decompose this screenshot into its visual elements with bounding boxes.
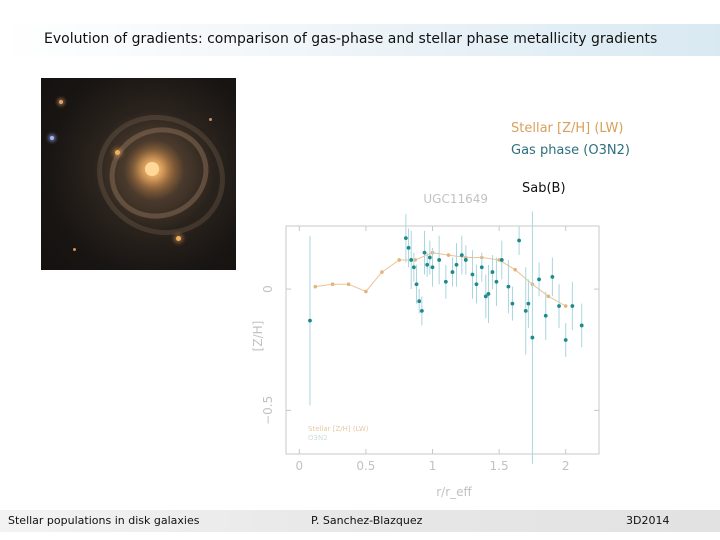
foreground-star [209, 118, 212, 121]
footer-right: 3D2014 [626, 514, 670, 527]
gas-point [474, 282, 479, 287]
stellar-point [546, 294, 551, 299]
gas-point [499, 258, 504, 262]
foreground-star [59, 100, 63, 104]
gas-point [414, 282, 419, 287]
gas-point [494, 279, 499, 284]
stellar-point [513, 267, 517, 272]
gas-point [419, 308, 424, 313]
stellar-point [380, 270, 384, 274]
galaxy-image [41, 78, 236, 270]
stellar-point [346, 282, 351, 287]
gas-point [463, 258, 468, 262]
x-axis-label: r/r_eff [436, 485, 472, 499]
gas-point [459, 253, 464, 258]
stellar-point [397, 258, 402, 262]
gas-point [417, 299, 422, 304]
foreground-star [115, 150, 120, 155]
gas-point [517, 238, 521, 243]
gas-point [403, 236, 408, 241]
galaxy-type-label: Sab(B) [522, 181, 566, 196]
x-tick-label: 0 [295, 459, 303, 473]
stellar-line [315, 252, 566, 307]
gas-point [308, 318, 312, 323]
gas-point [570, 304, 575, 308]
gas-point [557, 304, 561, 308]
gas-point [411, 265, 416, 270]
gas-point [430, 265, 435, 270]
y-axis-label: [Z/H] [251, 321, 265, 352]
x-tick-marks: 0 0.5 1 1.5 2 [295, 226, 570, 473]
gas-point [486, 292, 491, 296]
footer-left: Stellar populations in disk galaxies [8, 514, 200, 527]
galaxy-core [145, 162, 159, 176]
footer-bar [0, 510, 720, 532]
x-tick-label: 1 [429, 459, 437, 473]
x-tick-label: 1.5 [490, 459, 509, 473]
gas-point [454, 262, 459, 267]
stellar-point [364, 289, 368, 294]
gas-point [506, 284, 511, 289]
gas-point [526, 301, 531, 306]
gas-point [563, 338, 568, 342]
gas-point [422, 250, 427, 255]
y-tick-label: 0 [261, 285, 275, 293]
gas-point [406, 245, 411, 250]
stellar-point [497, 258, 501, 262]
plot-frame [285, 225, 600, 455]
slide-title: Evolution of gradients: comparison of ga… [44, 31, 658, 47]
gas-point [450, 270, 455, 274]
gas-point [510, 301, 515, 306]
gas-point [425, 262, 430, 267]
gas-point [550, 275, 555, 279]
gas-point [437, 258, 442, 262]
gas-point [427, 255, 432, 260]
legend-gas: Gas phase (O3N2) [511, 143, 630, 158]
gas-point [470, 272, 475, 277]
plot-title: UGC11649 [423, 192, 488, 206]
inset-legend-stellar: Stellar [Z/H] (LW) [308, 425, 369, 433]
stellar-point [313, 284, 318, 289]
gas-point [523, 308, 528, 313]
gas-point [409, 258, 414, 262]
footer-center: P. Sanchez-Blazquez [311, 514, 423, 527]
legend-stellar: Stellar [Z/H] (LW) [511, 121, 624, 136]
gas-point [479, 265, 484, 270]
inset-legend-gas: O3N2 [308, 434, 328, 442]
gas-point [490, 270, 495, 274]
y-tick-label: −0.5 [261, 396, 275, 425]
gas-series [308, 211, 584, 464]
stellar-point [446, 253, 451, 257]
title-bar [0, 24, 720, 56]
foreground-star [50, 136, 54, 140]
stellar-point [563, 304, 568, 308]
stellar-point [330, 282, 335, 287]
gas-point [530, 335, 535, 340]
foreground-star [73, 248, 76, 251]
x-tick-label: 0.5 [356, 459, 375, 473]
gas-point [443, 279, 448, 284]
x-tick-label: 2 [562, 459, 570, 473]
gas-point [483, 294, 488, 299]
gas-point [543, 313, 548, 318]
stellar-series [313, 250, 568, 308]
y-tick-marks: 0 −0.5 [261, 285, 599, 425]
gas-point [537, 277, 541, 282]
foreground-star [176, 236, 181, 241]
gas-point [579, 323, 584, 328]
